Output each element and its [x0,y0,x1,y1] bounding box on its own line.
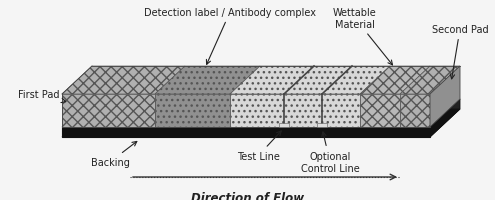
Polygon shape [62,127,430,137]
Text: Wettable
Material: Wettable Material [333,8,393,66]
Polygon shape [62,67,185,95]
Text: First Pad: First Pad [18,90,66,103]
Polygon shape [62,95,155,127]
Polygon shape [62,109,460,137]
Polygon shape [155,95,230,127]
Polygon shape [400,67,460,95]
Polygon shape [400,95,430,127]
Polygon shape [430,100,460,137]
Text: Test Line: Test Line [237,131,281,161]
Polygon shape [155,67,260,95]
Text: Optional
Control Line: Optional Control Line [300,132,359,173]
Text: Backing: Backing [91,142,137,167]
Polygon shape [62,100,460,127]
Polygon shape [360,95,400,127]
Text: Direction of Flow: Direction of Flow [192,191,304,200]
Text: Second Pad: Second Pad [432,25,488,79]
Polygon shape [279,123,289,127]
Polygon shape [230,67,390,95]
Polygon shape [360,67,430,95]
Polygon shape [317,123,327,127]
Text: Detection label / Antibody complex: Detection label / Antibody complex [144,8,316,65]
Polygon shape [230,95,360,127]
Polygon shape [430,67,460,127]
